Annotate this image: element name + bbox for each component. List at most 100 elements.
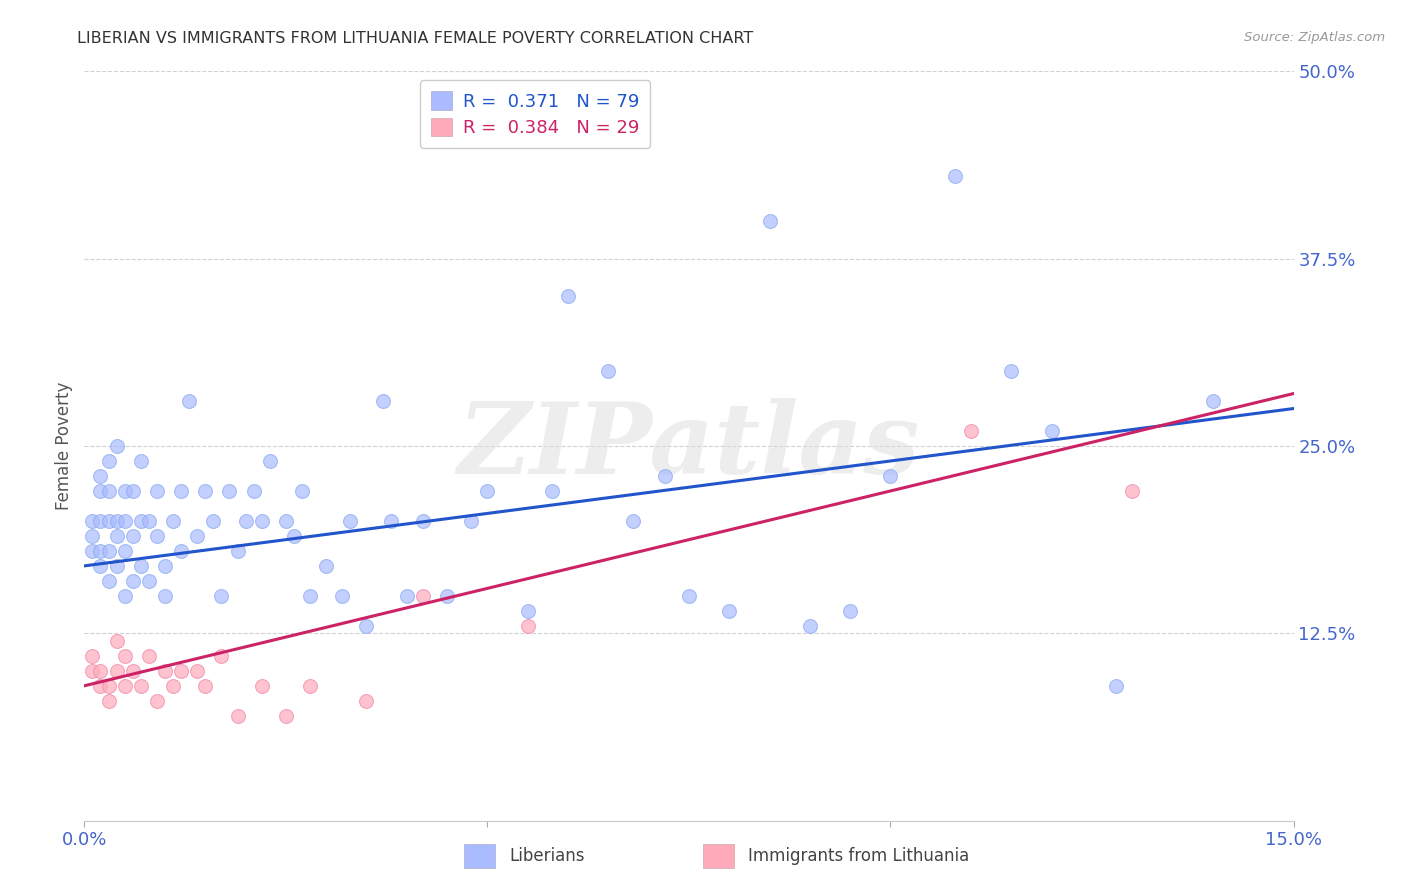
- Point: [170, 664, 193, 678]
- Point: [412, 589, 434, 603]
- Point: [82, 529, 104, 543]
- Point: [129, 679, 152, 693]
- Point: [114, 679, 136, 693]
- Point: [516, 604, 538, 618]
- Point: [105, 514, 128, 528]
- Text: LIBERIAN VS IMMIGRANTS FROM LITHUANIA FEMALE POVERTY CORRELATION CHART: LIBERIAN VS IMMIGRANTS FROM LITHUANIA FE…: [77, 31, 754, 46]
- Point: [82, 544, 104, 558]
- Point: [89, 558, 111, 573]
- Point: [242, 483, 264, 498]
- Text: ZIPatlas: ZIPatlas: [458, 398, 920, 494]
- FancyBboxPatch shape: [464, 844, 495, 868]
- Point: [89, 679, 111, 693]
- FancyBboxPatch shape: [703, 844, 734, 868]
- Point: [105, 633, 128, 648]
- Text: Source: ZipAtlas.com: Source: ZipAtlas.com: [1244, 31, 1385, 45]
- Point: [89, 483, 111, 498]
- Point: [1040, 424, 1063, 438]
- Point: [129, 454, 152, 468]
- Point: [315, 558, 337, 573]
- Point: [89, 544, 111, 558]
- Point: [226, 708, 249, 723]
- Point: [138, 514, 160, 528]
- Point: [105, 439, 128, 453]
- Point: [291, 483, 314, 498]
- Point: [299, 679, 322, 693]
- Point: [179, 394, 201, 409]
- Point: [97, 454, 120, 468]
- Point: [259, 454, 281, 468]
- Point: [146, 694, 169, 708]
- Point: [170, 483, 193, 498]
- Point: [226, 544, 249, 558]
- Point: [89, 664, 111, 678]
- Point: [114, 648, 136, 663]
- Text: Immigrants from Lithuania: Immigrants from Lithuania: [748, 847, 969, 865]
- Point: [97, 544, 120, 558]
- Legend: R =  0.371   N = 79, R =  0.384   N = 29: R = 0.371 N = 79, R = 0.384 N = 29: [420, 80, 651, 148]
- Point: [194, 679, 217, 693]
- Point: [235, 514, 257, 528]
- Point: [541, 483, 564, 498]
- Point: [82, 664, 104, 678]
- Point: [436, 589, 458, 603]
- Point: [879, 469, 901, 483]
- Point: [162, 679, 184, 693]
- Point: [114, 589, 136, 603]
- Point: [799, 619, 821, 633]
- Point: [678, 589, 700, 603]
- Point: [477, 483, 499, 498]
- Point: [82, 514, 104, 528]
- Point: [97, 694, 120, 708]
- Point: [209, 648, 232, 663]
- Point: [194, 483, 217, 498]
- Point: [121, 574, 143, 588]
- Point: [356, 694, 378, 708]
- Point: [218, 483, 240, 498]
- Point: [121, 529, 143, 543]
- Point: [105, 664, 128, 678]
- Point: [718, 604, 741, 618]
- Point: [283, 529, 305, 543]
- Text: Liberians: Liberians: [509, 847, 585, 865]
- Point: [186, 529, 208, 543]
- Y-axis label: Female Poverty: Female Poverty: [55, 382, 73, 510]
- Point: [412, 514, 434, 528]
- Point: [97, 574, 120, 588]
- Point: [960, 424, 983, 438]
- Point: [129, 558, 152, 573]
- Point: [105, 558, 128, 573]
- Point: [516, 619, 538, 633]
- Point: [654, 469, 676, 483]
- Point: [274, 708, 297, 723]
- Point: [339, 514, 361, 528]
- Point: [1202, 394, 1225, 409]
- Point: [97, 679, 120, 693]
- Point: [839, 604, 862, 618]
- Point: [250, 679, 273, 693]
- Point: [114, 514, 136, 528]
- Point: [557, 289, 579, 303]
- Point: [114, 483, 136, 498]
- Point: [121, 664, 143, 678]
- Point: [460, 514, 482, 528]
- Point: [129, 514, 152, 528]
- Point: [153, 589, 176, 603]
- Point: [146, 483, 169, 498]
- Point: [121, 483, 143, 498]
- Point: [598, 364, 620, 378]
- Point: [395, 589, 418, 603]
- Point: [330, 589, 353, 603]
- Point: [114, 544, 136, 558]
- Point: [621, 514, 644, 528]
- Point: [202, 514, 225, 528]
- Point: [170, 544, 193, 558]
- Point: [299, 589, 322, 603]
- Point: [153, 664, 176, 678]
- Point: [1105, 679, 1128, 693]
- Point: [209, 589, 232, 603]
- Point: [1000, 364, 1022, 378]
- Point: [82, 648, 104, 663]
- Point: [138, 648, 160, 663]
- Point: [1121, 483, 1143, 498]
